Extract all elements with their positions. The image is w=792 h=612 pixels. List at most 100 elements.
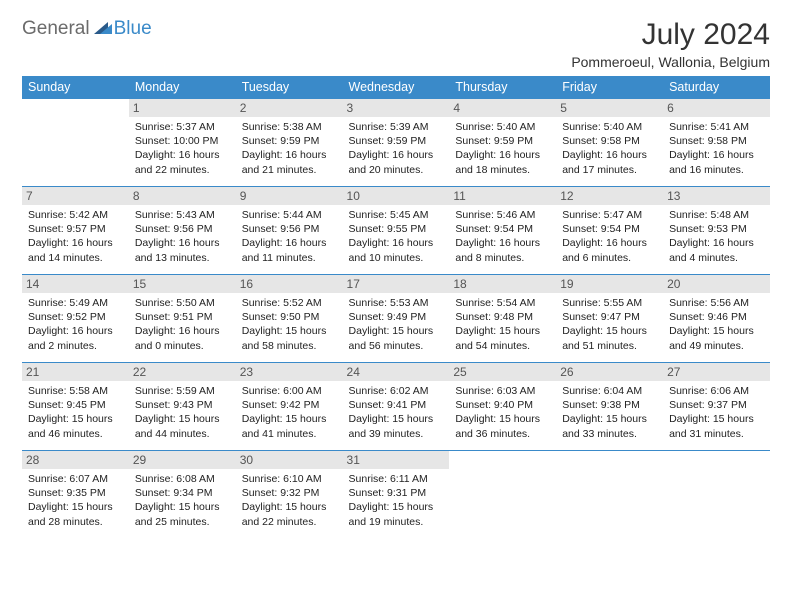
day-number: 23 [236,363,343,381]
day-number: 7 [22,187,129,205]
day-number: 27 [663,363,770,381]
calendar-table: SundayMondayTuesdayWednesdayThursdayFrid… [22,76,770,539]
calendar-day-cell: 2 Sunrise: 5:38 AMSunset: 9:59 PMDaylight… [236,99,343,187]
day-details: Sunrise: 5:43 AMSunset: 9:56 PMDaylight:… [135,208,230,265]
day-details: Sunrise: 5:46 AMSunset: 9:54 PMDaylight:… [455,208,550,265]
day-details: Sunrise: 5:42 AMSunset: 9:57 PMDaylight:… [28,208,123,265]
day-details: Sunrise: 6:00 AMSunset: 9:42 PMDaylight:… [242,384,337,441]
calendar-week-row: 21 Sunrise: 5:58 AMSunset: 9:45 PMDayligh… [22,363,770,451]
calendar-day-cell: 11 Sunrise: 5:46 AMSunset: 9:54 PMDayligh… [449,187,556,275]
day-details: Sunrise: 5:58 AMSunset: 9:45 PMDaylight:… [28,384,123,441]
calendar-day-cell: 5 Sunrise: 5:40 AMSunset: 9:58 PMDaylight… [556,99,663,187]
day-details: Sunrise: 5:40 AMSunset: 9:58 PMDaylight:… [562,120,657,177]
day-number: 18 [449,275,556,293]
calendar-header-row: SundayMondayTuesdayWednesdayThursdayFrid… [22,76,770,99]
day-details: Sunrise: 5:37 AMSunset: 10:00 PMDaylight… [135,120,230,177]
calendar-day-cell: 31Sunrise: 6:11 AMSunset: 9:31 PMDayligh… [343,451,450,539]
day-details: Sunrise: 6:10 AMSunset: 9:32 PMDaylight:… [242,472,337,529]
day-details: Sunrise: 5:47 AMSunset: 9:54 PMDaylight:… [562,208,657,265]
day-number: 3 [343,99,450,117]
day-details: Sunrise: 5:59 AMSunset: 9:43 PMDaylight:… [135,384,230,441]
calendar-day-cell: 7 Sunrise: 5:42 AMSunset: 9:57 PMDaylight… [22,187,129,275]
weekday-header: Wednesday [343,76,450,99]
calendar-day-cell [449,451,556,539]
calendar-week-row: 7 Sunrise: 5:42 AMSunset: 9:57 PMDaylight… [22,187,770,275]
calendar-day-cell: 15 Sunrise: 5:50 AMSunset: 9:51 PMDayligh… [129,275,236,363]
day-number: 14 [22,275,129,293]
calendar-day-cell: 25 Sunrise: 6:03 AMSunset: 9:40 PMDayligh… [449,363,556,451]
calendar-day-cell: 13 Sunrise: 5:48 AMSunset: 9:53 PMDayligh… [663,187,770,275]
calendar-day-cell [556,451,663,539]
day-details: Sunrise: 6:11 AMSunset: 9:31 PMDaylight:… [349,472,444,529]
day-number: 12 [556,187,663,205]
day-number: 20 [663,275,770,293]
calendar-day-cell: 12 Sunrise: 5:47 AMSunset: 9:54 PMDayligh… [556,187,663,275]
calendar-day-cell [663,451,770,539]
calendar-body: 1Sunrise: 5:37 AMSunset: 10:00 PMDayligh… [22,99,770,539]
day-number: 11 [449,187,556,205]
day-number: 21 [22,363,129,381]
day-details: Sunrise: 5:55 AMSunset: 9:47 PMDaylight:… [562,296,657,353]
day-number: 10 [343,187,450,205]
weekday-header: Sunday [22,76,129,99]
day-details: Sunrise: 5:38 AMSunset: 9:59 PMDaylight:… [242,120,337,177]
calendar-day-cell: 4Sunrise: 5:40 AMSunset: 9:59 PMDaylight… [449,99,556,187]
day-details: Sunrise: 6:04 AMSunset: 9:38 PMDaylight:… [562,384,657,441]
calendar-day-cell: 29Sunrise: 6:08 AMSunset: 9:34 PMDayligh… [129,451,236,539]
page-title: July 2024 [571,18,770,52]
calendar-day-cell: 14Sunrise: 5:49 AMSunset: 9:52 PMDayligh… [22,275,129,363]
day-details: Sunrise: 5:39 AMSunset: 9:59 PMDaylight:… [349,120,444,177]
calendar-week-row: 14Sunrise: 5:49 AMSunset: 9:52 PMDayligh… [22,275,770,363]
logo-text-general: General [22,18,90,40]
calendar-day-cell: 27Sunrise: 6:06 AMSunset: 9:37 PMDayligh… [663,363,770,451]
day-details: Sunrise: 5:50 AMSunset: 9:51 PMDaylight:… [135,296,230,353]
logo: General Blue [22,18,152,40]
day-details: Sunrise: 5:41 AMSunset: 9:58 PMDaylight:… [669,120,764,177]
title-block: July 2024 Pommeroeul, Wallonia, Belgium [571,18,770,70]
calendar-day-cell: 3 Sunrise: 5:39 AMSunset: 9:59 PMDaylight… [343,99,450,187]
day-number: 15 [129,275,236,293]
day-number: 25 [449,363,556,381]
calendar-day-cell: 20 Sunrise: 5:56 AMSunset: 9:46 PMDayligh… [663,275,770,363]
location-text: Pommeroeul, Wallonia, Belgium [571,54,770,70]
calendar-day-cell [22,99,129,187]
calendar-day-cell: 23 Sunrise: 6:00 AMSunset: 9:42 PMDayligh… [236,363,343,451]
day-number: 22 [129,363,236,381]
page-header: General Blue July 2024 Pommeroeul, Wallo… [22,18,770,70]
calendar-page: General Blue July 2024 Pommeroeul, Wallo… [0,0,792,539]
calendar-day-cell: 17Sunrise: 5:53 AMSunset: 9:49 PMDayligh… [343,275,450,363]
calendar-day-cell: 30 Sunrise: 6:10 AMSunset: 9:32 PMDayligh… [236,451,343,539]
weekday-header: Tuesday [236,76,343,99]
day-details: Sunrise: 5:53 AMSunset: 9:49 PMDaylight:… [349,296,444,353]
day-details: Sunrise: 5:44 AMSunset: 9:56 PMDaylight:… [242,208,337,265]
day-number: 2 [236,99,343,117]
calendar-day-cell: 10 Sunrise: 5:45 AMSunset: 9:55 PMDayligh… [343,187,450,275]
day-number: 5 [556,99,663,117]
day-number: 30 [236,451,343,469]
weekday-header: Monday [129,76,236,99]
calendar-week-row: 1Sunrise: 5:37 AMSunset: 10:00 PMDayligh… [22,99,770,187]
day-number: 4 [449,99,556,117]
day-details: Sunrise: 5:48 AMSunset: 9:53 PMDaylight:… [669,208,764,265]
calendar-day-cell: 9 Sunrise: 5:44 AMSunset: 9:56 PMDaylight… [236,187,343,275]
day-details: Sunrise: 6:03 AMSunset: 9:40 PMDaylight:… [455,384,550,441]
day-number: 6 [663,99,770,117]
calendar-day-cell: 24Sunrise: 6:02 AMSunset: 9:41 PMDayligh… [343,363,450,451]
day-details: Sunrise: 5:45 AMSunset: 9:55 PMDaylight:… [349,208,444,265]
day-details: Sunrise: 6:07 AMSunset: 9:35 PMDaylight:… [28,472,123,529]
calendar-day-cell: 16Sunrise: 5:52 AMSunset: 9:50 PMDayligh… [236,275,343,363]
day-details: Sunrise: 6:02 AMSunset: 9:41 PMDaylight:… [349,384,444,441]
calendar-day-cell: 26Sunrise: 6:04 AMSunset: 9:38 PMDayligh… [556,363,663,451]
calendar-day-cell: 22 Sunrise: 5:59 AMSunset: 9:43 PMDayligh… [129,363,236,451]
day-number: 13 [663,187,770,205]
calendar-day-cell: 19Sunrise: 5:55 AMSunset: 9:47 PMDayligh… [556,275,663,363]
calendar-day-cell: 6 Sunrise: 5:41 AMSunset: 9:58 PMDaylight… [663,99,770,187]
day-number: 28 [22,451,129,469]
day-number: 9 [236,187,343,205]
weekday-header: Saturday [663,76,770,99]
calendar-day-cell: 28 Sunrise: 6:07 AMSunset: 9:35 PMDayligh… [22,451,129,539]
day-details: Sunrise: 6:08 AMSunset: 9:34 PMDaylight:… [135,472,230,529]
day-details: Sunrise: 5:56 AMSunset: 9:46 PMDaylight:… [669,296,764,353]
calendar-day-cell: 21 Sunrise: 5:58 AMSunset: 9:45 PMDayligh… [22,363,129,451]
calendar-week-row: 28 Sunrise: 6:07 AMSunset: 9:35 PMDayligh… [22,451,770,539]
